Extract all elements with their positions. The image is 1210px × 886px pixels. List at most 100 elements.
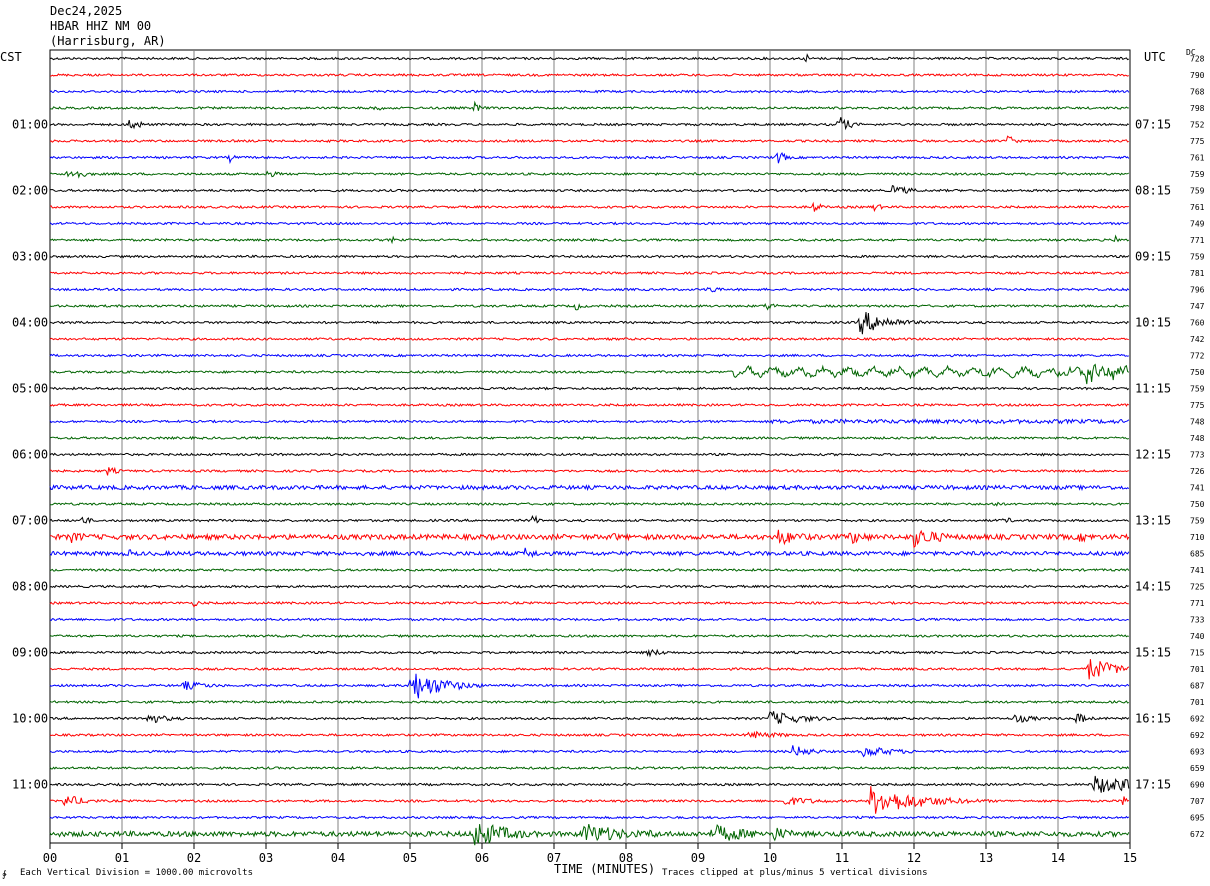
dc-offset-label: 761 [1190,154,1205,163]
trace-line [49,53,1129,63]
dc-offset-label: 741 [1190,484,1205,493]
trace-line [49,435,1129,441]
trace-line [49,514,1130,524]
trace-line [49,484,1130,492]
left-hour-label: 08:00 [12,580,48,594]
dc-offset-label: 771 [1190,599,1205,608]
clip-note: Traces clipped at plus/minus 5 vertical … [662,868,928,878]
dc-offset-label: 750 [1190,368,1205,377]
trace-line [49,501,1129,507]
dc-offset-label: 690 [1190,781,1205,790]
right-hour-label: 07:15 [1135,118,1171,132]
left-timezone-label: CST [0,50,22,64]
dc-offset-label: 701 [1190,698,1205,707]
header-location: (Harrisburg, AR) [50,34,166,48]
dc-offset-label: 772 [1190,352,1205,361]
right-hour-label: 13:15 [1135,514,1171,528]
left-hour-label: 11:00 [12,778,48,792]
trace-line [49,775,1130,793]
header-station: HBAR HHZ NM 00 [50,19,152,33]
dc-offset-label: 740 [1190,632,1205,641]
trace-line [49,312,1130,335]
trace-line [49,221,1129,226]
dc-offset-label: 742 [1190,335,1205,344]
trace-line [49,659,1130,680]
right-hour-label: 11:15 [1135,382,1171,396]
dc-offset-label: 672 [1190,830,1205,839]
trace-line [49,89,1130,94]
x-axis-label: TIME (MINUTES) [554,862,656,876]
x-tick-label: 05 [403,851,417,865]
dc-offset-label: 796 [1190,286,1205,295]
left-hour-label: 04:00 [12,316,48,330]
x-tick-label: 10 [763,851,777,865]
right-hour-label: 08:15 [1135,184,1171,198]
dc-offset-label: 692 [1190,731,1205,740]
dc-offset-label: 728 [1190,55,1205,64]
right-hour-label: 16:15 [1135,712,1171,726]
trace-line [49,673,1130,699]
left-hour-label: 10:00 [12,712,48,726]
x-tick-label: 11 [835,851,849,865]
dc-offset-label: 747 [1190,302,1205,311]
left-hour-label: 03:00 [12,250,48,264]
dc-offset-label: 659 [1190,764,1205,773]
dc-offset-label: 752 [1190,121,1205,130]
trace-line [49,765,1130,771]
right-hour-label: 12:15 [1135,448,1171,462]
header: Dec24,2025 HBAR HHZ NM 00 (Harrisburg, A… [50,4,166,49]
x-tick-label: 08 [619,851,633,865]
x-tick-label: 09 [691,851,705,865]
left-hour-label: 01:00 [12,118,48,132]
trace-line [49,402,1130,407]
dc-offset-label: 759 [1190,170,1205,179]
dc-offset-label: 692 [1190,715,1205,724]
dc-offset-label: 759 [1190,517,1205,526]
right-hour-label: 09:15 [1135,250,1171,264]
dc-offset-label: 759 [1190,187,1205,196]
trace-line [49,418,1130,425]
trace-line [49,254,1130,259]
trace-line [49,100,1129,112]
dc-offset-label: 687 [1190,682,1205,691]
trace-line [50,72,1129,78]
trace-line [49,466,1129,476]
right-hour-label: 14:15 [1135,580,1171,594]
trace-line [49,786,1130,814]
x-tick-label: 04 [331,851,345,865]
trace-line [49,135,1129,144]
dc-offset-label: 726 [1190,467,1205,476]
trace-line [49,711,1130,725]
trace-line [49,234,1130,245]
dc-offset-label: 710 [1190,533,1205,542]
dc-offset-label: 790 [1190,71,1205,80]
trace-line [49,600,1129,608]
dc-offset-label: 768 [1190,88,1205,97]
right-hour-label: 17:15 [1135,778,1171,792]
dc-offset-label: 759 [1190,253,1205,262]
x-tick-label: 13 [979,851,993,865]
dc-offset-label: 707 [1190,797,1205,806]
trace-line [49,151,1130,165]
x-tick-label: 02 [187,851,201,865]
trace-line [49,547,1130,559]
left-hour-label: 09:00 [12,646,48,660]
x-tick-label: 01 [115,851,129,865]
dc-offset-label: 781 [1190,269,1205,278]
trace-line [49,271,1129,276]
dc-offset-label: 748 [1190,434,1205,443]
dc-offset-label: 749 [1190,220,1205,229]
dc-offset-label: 760 [1190,319,1205,328]
right-timezone-label: UTC [1144,50,1166,64]
dc-offset-label: 693 [1190,748,1205,757]
trace-line [49,452,1130,457]
x-tick-label: 03 [259,851,273,865]
left-hour-label: 05:00 [12,382,48,396]
trace-line [49,567,1130,573]
trace-line [49,117,1130,131]
dc-offset-label: 748 [1190,418,1205,427]
trace-line [49,648,1129,658]
x-tick-label: 15 [1123,851,1137,865]
dc-label: DC [1186,48,1196,57]
